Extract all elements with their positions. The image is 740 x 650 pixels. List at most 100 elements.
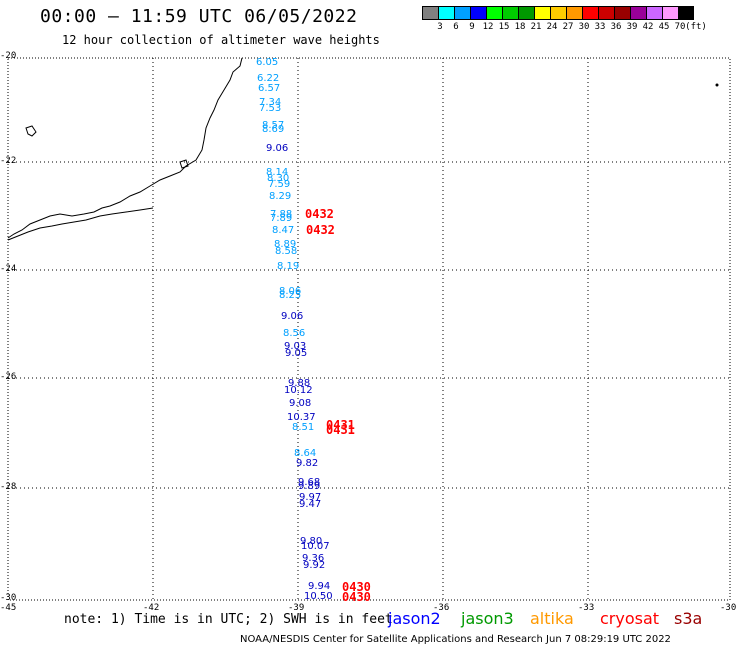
wave-height-value: 9.88 (288, 378, 311, 389)
pass-time-label: 0431 (326, 418, 355, 432)
lat-label: -30 (0, 593, 17, 603)
color-swatch (550, 6, 566, 20)
color-scale-tick: 3 (437, 22, 443, 32)
wave-height-value: 8.25 (279, 290, 302, 301)
wave-height-value: 9.05 (285, 348, 308, 359)
wave-height-value: 9.36 (302, 553, 325, 564)
pass-time-label: 0430 (342, 590, 371, 604)
wave-height-value: 9.82 (296, 458, 319, 469)
wave-height-value: 7.53 (259, 103, 282, 114)
color-swatch (534, 6, 550, 20)
color-swatch (566, 6, 582, 20)
color-swatch (630, 6, 646, 20)
color-swatch (502, 6, 518, 20)
legend-jason3: jason3 (461, 609, 514, 628)
wave-height-value: 8.58 (275, 246, 298, 257)
color-scale-tick: 39 (626, 22, 638, 32)
coastline (7, 57, 243, 239)
footer-credit: NOAA/NESDIS Center for Satellite Applica… (240, 634, 671, 645)
color-swatch (678, 6, 694, 20)
color-swatch (614, 6, 630, 20)
wave-height-value: 8.47 (272, 225, 295, 236)
map-frame (7, 57, 731, 601)
wave-height-value: 7.59 (268, 179, 291, 190)
wave-height-value: 6.05 (256, 57, 279, 68)
wave-height-value: 8.56 (283, 328, 306, 339)
units-note: note: 1) Time is in UTC; 2) SWH is in fe… (64, 612, 393, 627)
map-subtitle: 12 hour collection of altimeter wave hei… (62, 33, 380, 47)
color-scale-tick: 9 (469, 22, 475, 32)
wave-height-value: 9.92 (303, 560, 326, 571)
color-swatch (646, 6, 662, 20)
color-scale-tick: 18 (514, 22, 526, 32)
color-scale-tick: (ft) (685, 22, 707, 32)
color-swatch (486, 6, 502, 20)
wave-height-value: 9.68 (298, 477, 321, 488)
wave-height-value: 7.88 (270, 209, 293, 220)
wave-height-value: 8.51 (292, 422, 315, 433)
lat-label: -24 (0, 264, 17, 274)
wave-height-value: 10.50 (304, 591, 333, 602)
pass-time-label: 0431 (326, 423, 355, 437)
lon-label: -33 (578, 603, 595, 613)
color-scale-tick: 15 (498, 22, 510, 32)
wave-height-value: 9.89 (298, 481, 321, 492)
map-gridlines (8, 58, 730, 600)
color-scale-tick: 36 (610, 22, 622, 32)
wave-height-value: 9.03 (284, 341, 307, 352)
wave-height-value: 10.37 (287, 412, 316, 423)
color-scale-tick: 27 (562, 22, 574, 32)
wave-height-value: 9.08 (289, 398, 312, 409)
lon-label: -36 (433, 603, 450, 613)
legend-altika: altika (530, 609, 574, 628)
legend-cryosat: cryosat (600, 609, 660, 628)
color-scale-tick: 42 (642, 22, 654, 32)
color-scale-tick: 70 (674, 22, 686, 32)
color-scale-bar (422, 6, 694, 20)
map-title: 00:00 – 11:59 UTC 06/05/2022 (40, 6, 358, 27)
wave-height-value: 8.57 (262, 120, 285, 131)
legend-jason2: jason2 (388, 609, 441, 628)
lon-label: -45 (0, 603, 17, 613)
wave-height-value: 8.89 (274, 239, 297, 250)
color-swatch (598, 6, 614, 20)
wave-height-value: 8.64 (294, 448, 317, 459)
wave-height-value: 8.06 (279, 286, 302, 297)
wave-height-value: 6.57 (258, 83, 281, 94)
lat-label: -22 (0, 156, 17, 166)
wave-height-value: 10.07 (301, 541, 330, 552)
wave-height-value: 7.34 (259, 97, 282, 108)
wave-height-value: 9.06 (281, 311, 304, 322)
color-swatch (438, 6, 454, 20)
wave-height-value: 10.12 (284, 385, 313, 396)
lat-label: -20 (0, 51, 17, 61)
color-scale-tick: 45 (658, 22, 670, 32)
color-swatch (454, 6, 470, 20)
wave-height-value: 9.80 (300, 536, 323, 547)
wave-height-value: 8.69 (262, 124, 285, 135)
wave-height-value: 6.22 (257, 73, 280, 84)
wave-height-value: 8.19 (277, 261, 300, 272)
color-scale-tick: 12 (482, 22, 494, 32)
lat-label: -28 (0, 482, 17, 492)
lon-label: -39 (288, 603, 305, 613)
color-swatch (662, 6, 678, 20)
wave-height-value: 8.30 (267, 173, 290, 184)
coastline-detail (7, 207, 154, 241)
island (179, 159, 189, 169)
color-swatch (470, 6, 486, 20)
color-scale-tick: 30 (578, 22, 590, 32)
island (25, 125, 37, 137)
legend-s3a: s3a (674, 609, 703, 628)
wave-height-value: 9.97 (299, 492, 322, 503)
color-swatch (422, 6, 438, 20)
pass-time-label: 0432 (305, 207, 334, 221)
wave-height-value: 9.06 (266, 143, 289, 154)
wave-height-value: 9.94 (308, 581, 331, 592)
color-swatch (582, 6, 598, 20)
pass-time-label: 0430 (342, 580, 371, 594)
color-swatch (518, 6, 534, 20)
lon-label: -42 (143, 603, 160, 613)
pass-time-label: 0432 (306, 223, 335, 237)
